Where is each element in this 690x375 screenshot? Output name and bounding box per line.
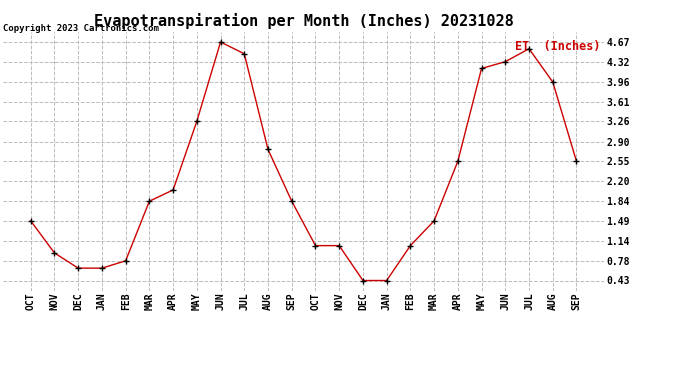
Text: ET  (Inches): ET (Inches) — [515, 40, 601, 53]
Text: Copyright 2023 Cartronics.com: Copyright 2023 Cartronics.com — [3, 24, 159, 33]
Title: Evapotranspiration per Month (Inches) 20231028: Evapotranspiration per Month (Inches) 20… — [94, 13, 513, 29]
